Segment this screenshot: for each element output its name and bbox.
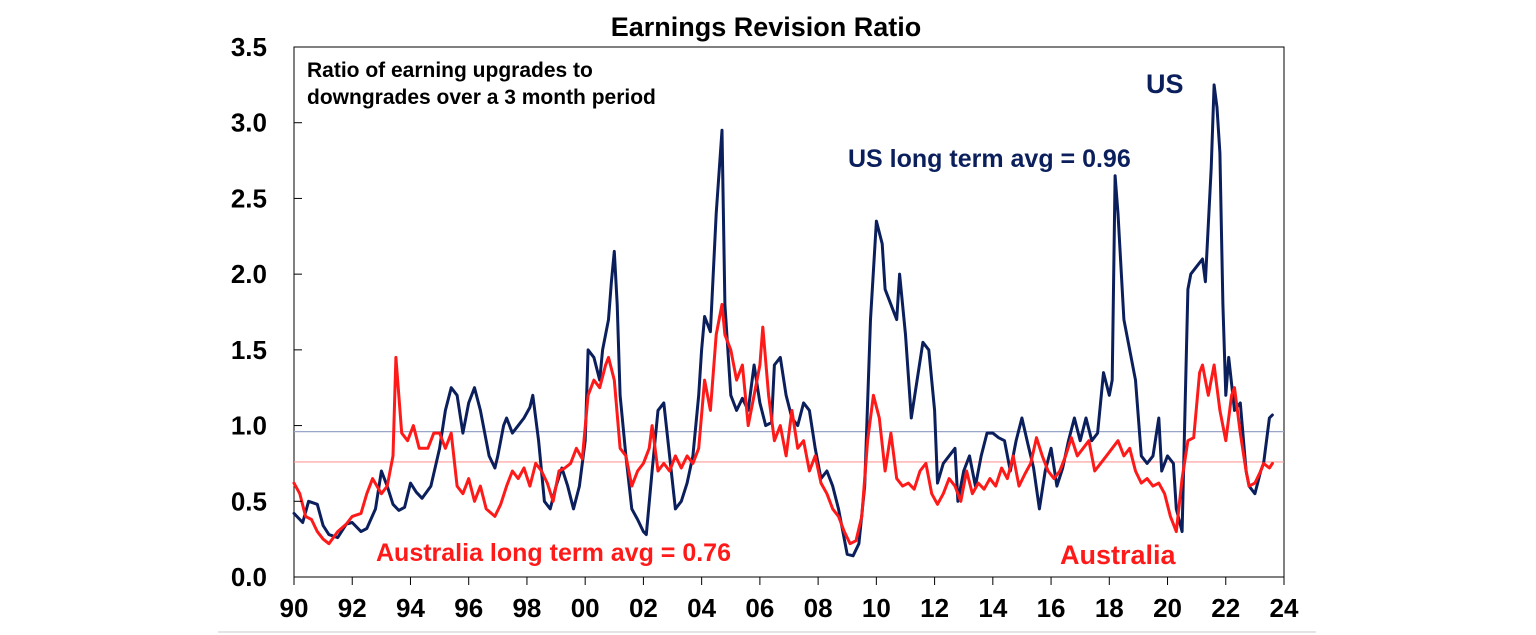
x-tick-label: 94 (396, 593, 425, 623)
series-line-australia (292, 302, 1274, 546)
x-tick-label: 06 (745, 593, 774, 623)
x-tick-label: 14 (978, 593, 1007, 623)
y-tick-label: 1.5 (231, 335, 267, 365)
x-tick-label: 10 (862, 593, 891, 623)
series-lines (292, 83, 1274, 558)
y-tick-label: 0.0 (231, 562, 267, 592)
y-tick-label: 2.5 (231, 183, 267, 213)
us-series-label: US (1146, 69, 1184, 99)
chart-title: Earnings Revision Ratio (611, 12, 922, 42)
x-tick-label: 96 (454, 593, 483, 623)
x-tick-label: 02 (629, 593, 658, 623)
y-tick-label: 2.0 (231, 259, 267, 289)
x-tick-label: 24 (1270, 593, 1299, 623)
x-tick-label: 18 (1095, 593, 1124, 623)
x-tick-label: 20 (1153, 593, 1182, 623)
y-tick-label: 1.0 (231, 411, 267, 441)
x-tick-label: 08 (804, 593, 833, 623)
y-tick-label: 0.5 (231, 486, 267, 516)
x-tick-label: 90 (280, 593, 309, 623)
chart-note-line-1: Ratio of earning upgrades to (307, 59, 593, 82)
chart-note-line-2: downgrades over a 3 month period (307, 86, 656, 109)
x-tick-label: 98 (512, 593, 541, 623)
y-tick-label: 3.0 (231, 108, 267, 138)
x-tick-label: 00 (571, 593, 600, 623)
plot-frame (293, 46, 1285, 578)
us-average-label: US long term avg = 0.96 (848, 145, 1131, 173)
x-tick-label: 04 (687, 593, 716, 623)
x-tick-label: 22 (1211, 593, 1240, 623)
x-tick-label: 92 (338, 593, 367, 623)
axes: 0.0 0.5 1.0 1.5 2.0 2.5 3.0 3.5 90 92 94 96 98 00 02 04… (231, 32, 1299, 623)
australia-series-label: Australia (1060, 540, 1177, 570)
x-tick-label: 16 (1037, 593, 1066, 623)
australia-average-label: Australia long term avg = 0.76 (376, 539, 731, 567)
series-line-us (292, 83, 1274, 558)
y-tick-label: 3.5 (231, 32, 267, 62)
x-tick-label: 12 (920, 593, 949, 623)
